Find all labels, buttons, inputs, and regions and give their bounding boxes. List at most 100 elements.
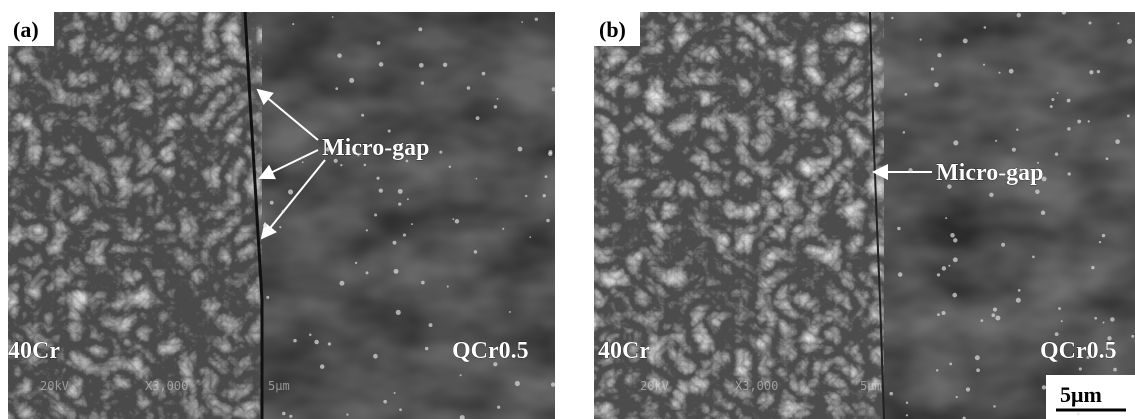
- particle: [293, 339, 297, 343]
- particle: [1057, 92, 1059, 94]
- particle: [449, 166, 451, 168]
- particle: [1042, 385, 1046, 389]
- particle: [476, 178, 478, 180]
- particle: [377, 41, 381, 45]
- particle: [452, 218, 454, 220]
- material-label: 40Cr: [8, 338, 60, 364]
- particle: [425, 347, 429, 351]
- particle: [1067, 127, 1071, 131]
- particle: [314, 340, 319, 345]
- particle: [1117, 22, 1119, 24]
- particle: [1099, 241, 1101, 243]
- particle: [361, 114, 364, 117]
- particle: [1102, 322, 1104, 324]
- particle: [552, 87, 556, 91]
- particle: [942, 311, 946, 315]
- particle: [1012, 148, 1016, 152]
- particle: [1051, 98, 1054, 101]
- particle: [966, 387, 970, 391]
- particle: [898, 272, 903, 277]
- particle: [1001, 243, 1005, 247]
- particle: [373, 354, 378, 359]
- particle: [379, 189, 383, 193]
- particle: [376, 177, 379, 180]
- particle: [1088, 120, 1090, 122]
- particle: [906, 402, 908, 404]
- particle: [289, 415, 292, 418]
- panel-b: (b) Micro-gap 40Cr QCr0.5 20kV X3,000 5µ…: [594, 12, 1135, 419]
- particle: [393, 241, 397, 245]
- particle: [1016, 298, 1021, 303]
- particle: [340, 164, 342, 166]
- particle: [288, 189, 293, 194]
- particle: [309, 334, 312, 337]
- panel-a: (a) Micro-gap 40Cr QCr0.5 20kV X3,000 5µ…: [8, 12, 555, 419]
- instrument-text: 20kV: [640, 379, 669, 393]
- particle: [1086, 356, 1089, 359]
- particle: [1058, 307, 1061, 310]
- particle: [945, 217, 947, 219]
- particle: [1088, 22, 1091, 25]
- particle: [509, 311, 511, 313]
- particle: [1131, 335, 1134, 338]
- particle: [335, 87, 338, 90]
- particle: [497, 98, 499, 100]
- particle: [1018, 289, 1021, 292]
- particle: [947, 184, 951, 188]
- particle: [1107, 336, 1111, 340]
- particle: [1068, 172, 1071, 175]
- particle: [502, 228, 504, 230]
- material-label: 40Cr: [598, 338, 650, 364]
- particle: [543, 194, 546, 197]
- particle: [1050, 105, 1053, 108]
- particle: [443, 63, 447, 67]
- particle: [429, 323, 433, 327]
- particle: [407, 198, 409, 200]
- particle: [1032, 256, 1035, 259]
- particle: [270, 201, 274, 205]
- particle: [906, 414, 908, 416]
- particle: [1127, 39, 1132, 44]
- particle: [891, 17, 893, 19]
- particle: [460, 374, 462, 376]
- particle: [395, 145, 397, 147]
- particle: [403, 234, 406, 237]
- particle: [934, 82, 939, 87]
- panel-label: (a): [13, 17, 39, 42]
- annotation: Micro-gap: [322, 135, 430, 161]
- instrument-text: X3,000: [735, 379, 778, 393]
- particle: [493, 362, 497, 366]
- particle: [366, 271, 369, 274]
- particle: [355, 262, 357, 264]
- particle: [388, 130, 391, 133]
- particle: [1077, 413, 1080, 416]
- particle: [952, 293, 957, 298]
- particle: [956, 396, 958, 398]
- particle: [1110, 317, 1114, 321]
- particle: [993, 307, 997, 311]
- particle: [418, 27, 422, 31]
- particle: [948, 265, 950, 267]
- particle: [931, 67, 934, 70]
- particle: [1042, 177, 1047, 182]
- particle: [399, 408, 402, 411]
- particle: [394, 392, 396, 394]
- particle: [953, 140, 958, 145]
- particle: [953, 257, 958, 262]
- particle: [984, 26, 987, 29]
- particle: [515, 381, 520, 386]
- particle: [920, 38, 922, 40]
- particle: [406, 160, 409, 163]
- particle: [337, 53, 342, 58]
- particle: [1067, 99, 1071, 103]
- particle: [411, 223, 413, 225]
- particle: [903, 131, 906, 134]
- particle: [455, 219, 459, 223]
- particle: [1097, 70, 1100, 73]
- particle: [545, 175, 548, 178]
- particle: [394, 269, 399, 274]
- particle: [1102, 234, 1105, 237]
- particle: [976, 368, 980, 372]
- particle: [349, 78, 354, 83]
- particle: [482, 72, 486, 76]
